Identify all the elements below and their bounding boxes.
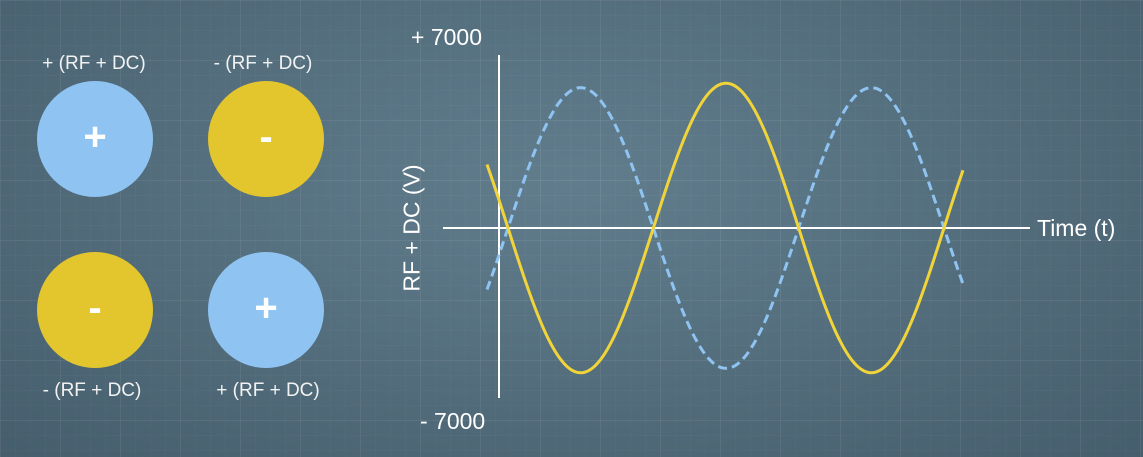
rod-sign-top-left: + xyxy=(83,115,107,159)
dashed-wave-series xyxy=(485,86,965,370)
solid-wave-series xyxy=(485,81,965,375)
rod-sign-top-right: - xyxy=(259,115,273,159)
rod-label-bottom-right: + (RF + DC) xyxy=(216,380,320,401)
rod-label-bottom-left: - (RF + DC) xyxy=(42,380,142,401)
rod-sign-bottom-right: + xyxy=(254,286,278,330)
y-min-label: - 7000 xyxy=(420,408,486,434)
rod-label-top-left: + (RF + DC) xyxy=(42,53,146,74)
rod-sign-bottom-left: - xyxy=(88,286,102,330)
rod-top-right: - xyxy=(208,81,324,197)
rod-bottom-right: + xyxy=(208,252,324,368)
rod-label-top-right: - (RF + DC) xyxy=(213,53,313,74)
x-axis-label: Time (t) xyxy=(1037,215,1116,241)
rod-bottom-left: - xyxy=(37,252,153,368)
y-max-label: + 7000 xyxy=(411,24,482,50)
rod-top-left: + xyxy=(37,81,153,197)
